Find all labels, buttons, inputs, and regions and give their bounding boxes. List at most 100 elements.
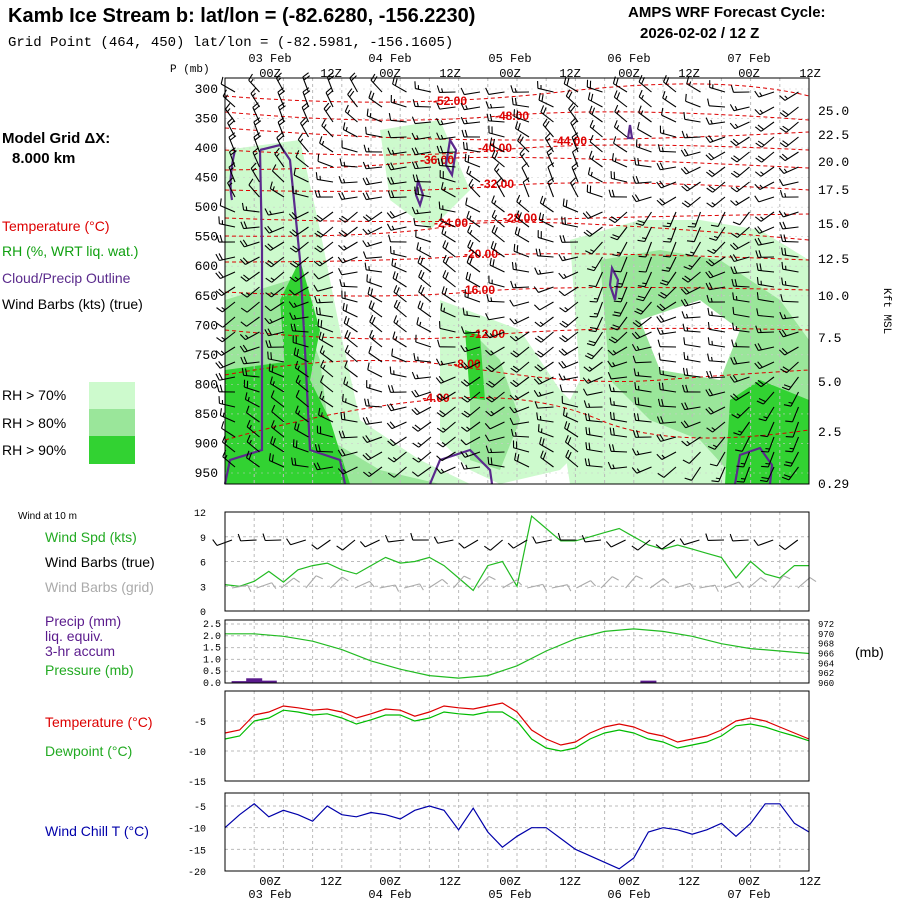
barb-shaft (783, 182, 799, 186)
temp-ytick-label: -15 (188, 778, 206, 789)
barb-flag (755, 217, 761, 222)
barb-flag (221, 77, 223, 84)
wind-barb (706, 167, 725, 177)
barb-flag (535, 322, 541, 326)
barb-shaft (758, 332, 774, 333)
wind-barb (221, 77, 235, 92)
barb-flag (317, 215, 323, 219)
barb-shaft (391, 374, 407, 377)
time-tick-bottom: 12Z (320, 875, 342, 889)
barb-flag (562, 361, 567, 367)
date-label-top: 07 Feb (727, 52, 770, 66)
pressure-tick-label: 350 (195, 112, 218, 127)
date-label-bottom: 06 Feb (607, 888, 650, 900)
barb-flag (324, 103, 329, 109)
wind-barb (731, 85, 749, 92)
barb-shaft (589, 113, 602, 122)
barb-flag (709, 186, 715, 190)
barb-flag (365, 399, 366, 406)
barb-shaft (366, 270, 382, 272)
barb-flag (418, 256, 420, 263)
barb-flag (443, 270, 446, 277)
wind-barb (414, 353, 431, 362)
wind-barb (657, 197, 676, 205)
barb-flag (436, 359, 439, 365)
wind-barb (363, 192, 382, 199)
barb-flag (303, 106, 309, 111)
grid-point-subtitle: Grid Point (464, 450) lat/lon = (-82.598… (8, 35, 453, 51)
barb-flag (298, 134, 302, 140)
windchill-ytick-label: -15 (188, 846, 206, 857)
barb-half-flag (222, 337, 225, 340)
barb-flag (294, 578, 300, 582)
wind-barb (343, 303, 357, 317)
wind-ytick-label: 3 (200, 583, 206, 594)
wind-barb (412, 422, 431, 431)
wind-barb-true (484, 540, 502, 550)
barb-flag (222, 421, 224, 428)
barb-half-flag (222, 307, 225, 310)
barb-flag (341, 230, 347, 234)
barb-flag (220, 235, 222, 242)
barb-half-flag (760, 93, 762, 96)
barb-half-flag (564, 376, 566, 380)
pressure-tick-label: 450 (195, 171, 218, 186)
barb-shaft (443, 277, 456, 287)
barb-flag (755, 127, 761, 132)
barb-flag (512, 262, 513, 269)
wind-barb (228, 118, 235, 137)
barb-flag (522, 163, 527, 168)
wind-barb (412, 372, 431, 379)
barb-shaft (759, 197, 774, 202)
barb-shaft (737, 152, 750, 162)
barb-half-flag (689, 82, 690, 86)
barb-flag (437, 85, 439, 92)
barb-flag (542, 214, 543, 221)
barb-half-flag (343, 179, 344, 183)
barb-flag (360, 541, 365, 546)
wind-barb (639, 106, 652, 122)
wind-barb-true (754, 540, 773, 546)
barb-flag (510, 300, 514, 306)
barb-shaft (391, 197, 407, 198)
barb-flag (639, 256, 646, 257)
wind-barb (535, 332, 553, 342)
barb-flag (363, 217, 369, 222)
barb-flag (755, 196, 759, 202)
legend-rh: RH (%, WRT liq. wat.) (2, 243, 138, 259)
wind-barb (755, 122, 774, 131)
temperature-contour-label: -16.00 (461, 283, 495, 297)
date-label-bottom: 03 Feb (248, 888, 291, 900)
pressure-tick-label: 850 (195, 407, 218, 422)
model-grid-label: Model Grid ΔX: (2, 130, 110, 147)
barb-flag (588, 92, 590, 99)
barb-flag (783, 222, 786, 229)
barb-flag (390, 211, 395, 217)
barb-shaft (489, 317, 505, 320)
barb-flag (780, 128, 786, 132)
barb-flag (255, 136, 261, 140)
barb-flag (396, 287, 399, 294)
barb-flag (238, 534, 240, 541)
barb-shaft (342, 148, 357, 152)
barb-flag (684, 112, 685, 119)
wind-barb (367, 380, 382, 392)
windchill-ytick-label: -20 (188, 868, 206, 879)
wind-barb (535, 268, 554, 275)
wind-barb (466, 198, 480, 212)
barb-flag (614, 136, 616, 143)
barb-flag (754, 540, 758, 546)
barb-shaft (762, 137, 774, 147)
barb-flag (279, 121, 285, 125)
barb-shaft (736, 197, 750, 205)
barb-flag (590, 301, 597, 302)
barb-half-flag (572, 183, 575, 186)
barb-flag (366, 178, 369, 185)
wind-barb (681, 167, 700, 174)
barb-shaft (513, 105, 529, 107)
barb-half-flag (760, 217, 763, 220)
barb-flag (225, 103, 229, 109)
barb-flag (395, 585, 398, 592)
barb-shaft (712, 167, 725, 177)
barb-flag (372, 93, 374, 100)
